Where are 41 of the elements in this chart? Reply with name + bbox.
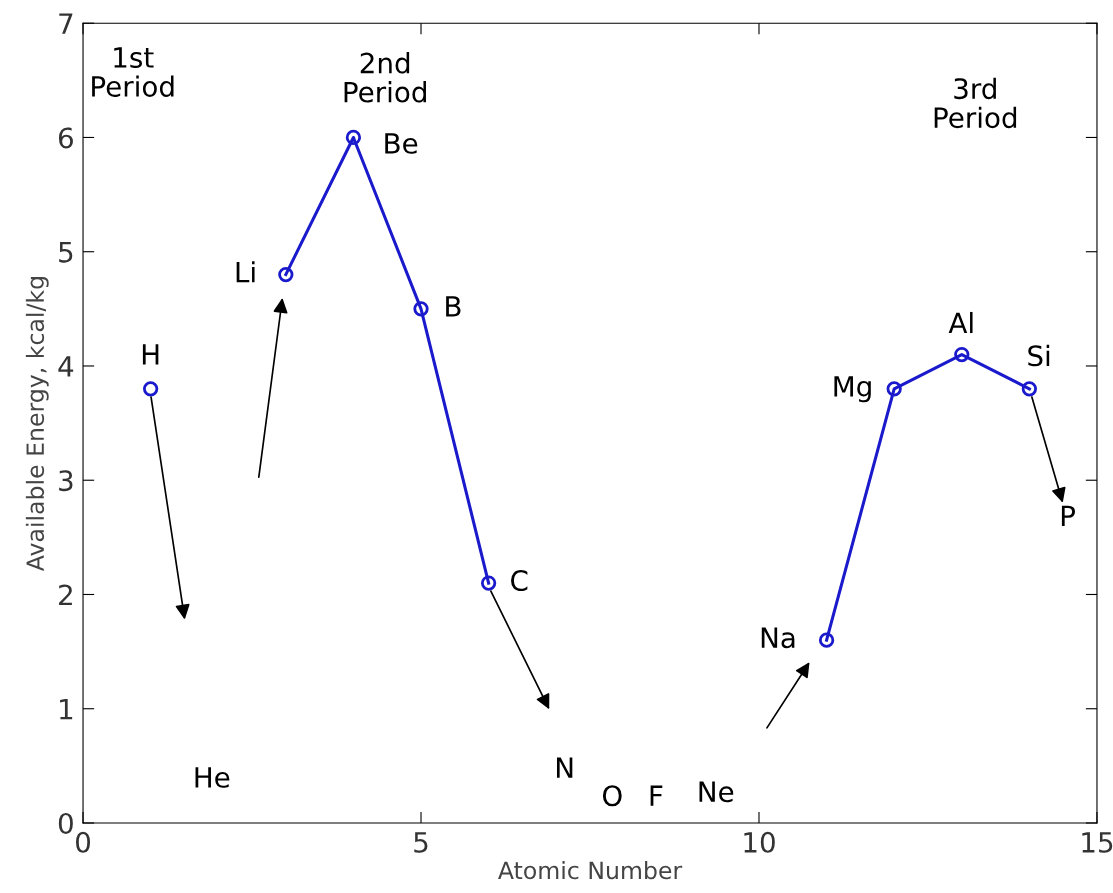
point <box>886 381 902 397</box>
annotation: Mg <box>834 376 871 403</box>
x-tick-label: 10 <box>744 831 775 853</box>
y-tick-label: 5 <box>59 242 73 263</box>
annotation: 3rd Period <box>934 77 1017 129</box>
annotation: H <box>142 344 159 365</box>
annotation: 1st Period <box>92 47 174 97</box>
annotation: Ne <box>699 781 734 803</box>
y-tick-label: 6 <box>58 127 73 149</box>
point <box>480 575 497 591</box>
point <box>142 381 159 397</box>
annotation: C <box>511 570 528 592</box>
point <box>1021 381 1038 397</box>
x-axis-title: Atomic Number <box>498 860 683 880</box>
y-tick-label: 2 <box>59 584 72 606</box>
y-tick-label: 1 <box>60 699 73 720</box>
annotation: 2nd Period <box>344 52 426 103</box>
point <box>954 346 970 363</box>
point <box>413 301 429 317</box>
y-tick-label: 4 <box>58 356 74 377</box>
annotation: Li <box>236 261 255 283</box>
point <box>345 129 362 146</box>
y-tick-label: 3 <box>59 470 73 492</box>
annotation: F <box>650 785 663 806</box>
y-axis-title: Available Energy, kcal/kg <box>25 277 49 572</box>
annotation: Al <box>948 311 973 334</box>
x-tick-label: 5 <box>414 832 428 853</box>
annotation: He <box>195 767 230 788</box>
x-tick-label: 0 <box>76 831 91 853</box>
annotation: N <box>556 757 573 778</box>
annotation: Si <box>1028 344 1050 367</box>
point <box>278 266 294 283</box>
y-tick-label: 0 <box>58 812 73 834</box>
annotation: P <box>1061 505 1075 526</box>
y-tick-label: 7 <box>59 13 73 34</box>
annotation: Be <box>385 133 418 154</box>
annotation: O <box>602 785 622 807</box>
annotation: B <box>446 296 461 317</box>
annotation: Na <box>761 627 795 649</box>
x-tick-label: 15 <box>1082 832 1113 853</box>
point <box>818 632 835 648</box>
